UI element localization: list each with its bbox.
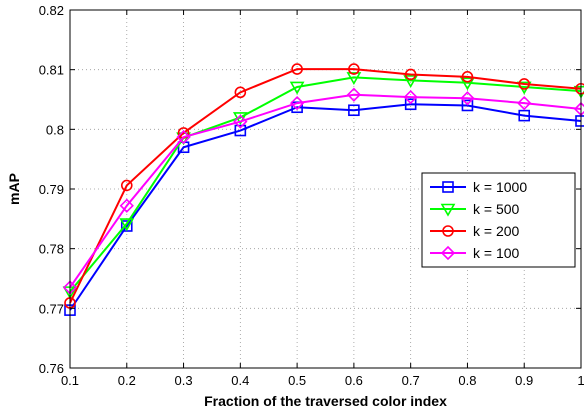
x-tick-label: 0.2 bbox=[118, 373, 136, 388]
data-point bbox=[403, 89, 418, 105]
y-tick-label: 0.76 bbox=[39, 361, 64, 376]
x-tick-label: 0.5 bbox=[288, 373, 306, 388]
y-tick-label: 0.77 bbox=[39, 301, 64, 316]
data-point bbox=[518, 78, 531, 90]
series-k-100 bbox=[62, 87, 584, 295]
legend-label: k = 100 bbox=[473, 245, 520, 261]
y-tick-label: 0.8 bbox=[46, 122, 64, 137]
y-tick-label: 0.81 bbox=[39, 63, 64, 78]
data-point bbox=[518, 109, 531, 122]
y-tick-label: 0.79 bbox=[39, 182, 64, 197]
series-layer bbox=[62, 63, 584, 316]
legend-box bbox=[421, 172, 576, 268]
data-point bbox=[346, 87, 362, 102]
legend-marker bbox=[442, 181, 454, 193]
data-point bbox=[346, 72, 362, 86]
data-point bbox=[348, 104, 360, 117]
series-k-200 bbox=[64, 63, 584, 309]
x-tick-label: 0.3 bbox=[175, 373, 193, 388]
legend-label: k = 500 bbox=[473, 201, 520, 217]
data-point bbox=[119, 198, 134, 213]
legend: k = 1000 k = 500 k = 200 k = 100 bbox=[421, 172, 576, 268]
axis-ticks: 0.1 0.2 0.3 0.4 0.5 0.6 0.7 0.8 0.9 1 0.76 0.77 0.78… bbox=[39, 3, 584, 388]
y-tick-label: 0.82 bbox=[39, 3, 64, 18]
legend-item: k = 100 bbox=[430, 245, 520, 261]
x-tick-label: 0.8 bbox=[458, 373, 476, 388]
data-point bbox=[461, 71, 474, 83]
series-line bbox=[69, 76, 582, 293]
x-tick-label: 0.6 bbox=[345, 373, 363, 388]
series-line bbox=[69, 68, 582, 304]
legend-marker bbox=[440, 203, 456, 217]
data-point bbox=[348, 63, 360, 75]
data-point bbox=[234, 124, 247, 137]
data-point bbox=[460, 77, 475, 91]
x-tick-label: 0.9 bbox=[515, 373, 533, 388]
legend-label: k = 200 bbox=[473, 223, 520, 239]
x-tick-label: 0.7 bbox=[402, 373, 420, 388]
data-point bbox=[517, 95, 532, 111]
data-point bbox=[291, 63, 303, 75]
series-line bbox=[69, 103, 582, 311]
legend-marker bbox=[442, 225, 454, 237]
data-point bbox=[120, 179, 133, 192]
data-point bbox=[404, 68, 417, 81]
y-axis-title: mAP bbox=[6, 173, 22, 205]
x-axis-title: Fraction of the traversed color index bbox=[204, 393, 447, 409]
legend-item: k = 500 bbox=[430, 201, 520, 217]
data-point bbox=[404, 98, 417, 111]
legend-marker bbox=[440, 245, 456, 261]
data-point bbox=[234, 86, 247, 99]
data-point bbox=[119, 218, 135, 232]
x-tick-label: 1 bbox=[577, 373, 584, 388]
data-point bbox=[176, 129, 191, 145]
x-tick-label: 0.1 bbox=[61, 373, 79, 388]
data-point bbox=[461, 99, 474, 112]
legend-item: k = 200 bbox=[430, 223, 520, 239]
y-tick-label: 0.78 bbox=[39, 242, 64, 257]
data-point bbox=[289, 81, 305, 95]
series-line bbox=[69, 93, 582, 289]
data-point bbox=[233, 114, 248, 129]
data-point bbox=[289, 95, 305, 111]
data-point bbox=[460, 91, 475, 106]
x-tick-label: 0.4 bbox=[231, 373, 249, 388]
data-point bbox=[403, 75, 419, 89]
legend-item: k = 1000 bbox=[430, 179, 527, 195]
legend-label: k = 1000 bbox=[473, 179, 527, 195]
